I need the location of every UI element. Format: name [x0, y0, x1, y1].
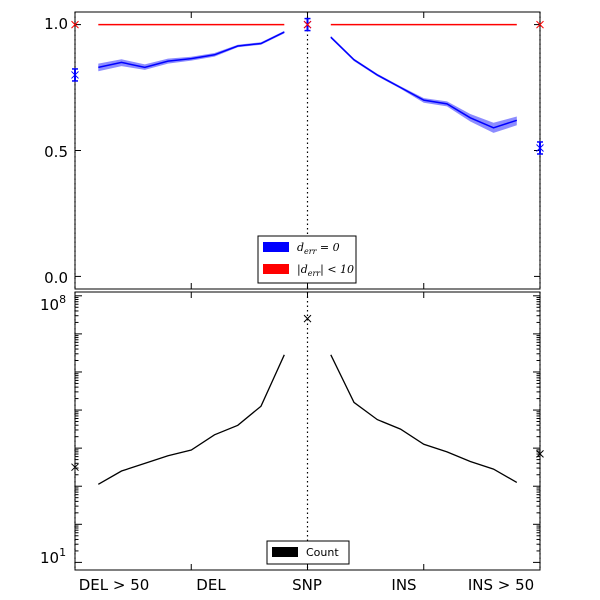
blue-point-marker-stroke: [71, 71, 79, 79]
bottom-ytick-base: 10: [40, 549, 59, 567]
top-legend-swatch-blue: [263, 242, 289, 252]
bottom-legend-swatch-black: [272, 547, 298, 557]
top-ytick-label: 0.0: [44, 269, 68, 287]
bottom-ytick-exp: 8: [59, 293, 66, 306]
top-legend: derr = 0 |derr| < 10: [257, 235, 357, 284]
blue-band-left: [98, 30, 285, 72]
bottom-ytick-exp: 1: [59, 546, 66, 559]
red-point-marker: [536, 20, 544, 29]
xtick-label: INS > 50: [468, 576, 534, 594]
blue-band-right: [330, 35, 517, 133]
top-legend-label-1: derr = 0: [297, 241, 340, 256]
bottom-legend-box: [266, 540, 350, 565]
blue-point-marker: [536, 144, 544, 152]
blue-point-marker-stroke: [536, 144, 544, 152]
xtick-label: DEL > 50: [79, 576, 150, 594]
count-point-marker-stroke: [71, 463, 79, 472]
xtick-label: INS: [391, 576, 416, 594]
count-point-marker: [303, 314, 312, 323]
top-legend-swatch-red: [263, 264, 289, 274]
bottom-ytick-label: 108: [40, 293, 66, 314]
top-ytick-label: 0.5: [44, 143, 68, 161]
count-line-left: [97, 354, 285, 485]
count-point-marker-stroke: [303, 314, 312, 323]
red-point-marker-stroke: [536, 20, 544, 29]
bottom-ytick-label: 101: [40, 546, 66, 567]
xtick-label: SNP: [292, 576, 322, 594]
count-line-right: [330, 354, 518, 483]
bottom-panel: [71, 292, 544, 570]
top-ytick-label: 1.0: [44, 15, 68, 33]
blue-line-right: [330, 36, 518, 129]
count-point-marker: [536, 449, 544, 458]
red-point-marker: [71, 20, 79, 29]
top-panel: [71, 12, 544, 289]
count-point-marker: [71, 463, 79, 472]
blue-line-left: [98, 31, 285, 69]
red-point-marker: [303, 20, 312, 29]
red-point-marker-stroke: [71, 20, 79, 29]
bottom-legend-label: Count: [306, 546, 339, 559]
blue-point-marker: [71, 71, 79, 79]
red-point-marker-stroke: [303, 20, 312, 29]
count-point-marker-stroke: [536, 449, 544, 458]
top-legend-label-2: |derr| < 10: [297, 263, 354, 278]
bottom-legend: Count: [266, 540, 350, 565]
xtick-label: DEL: [196, 576, 226, 594]
bottom-ytick-base: 10: [40, 296, 59, 314]
